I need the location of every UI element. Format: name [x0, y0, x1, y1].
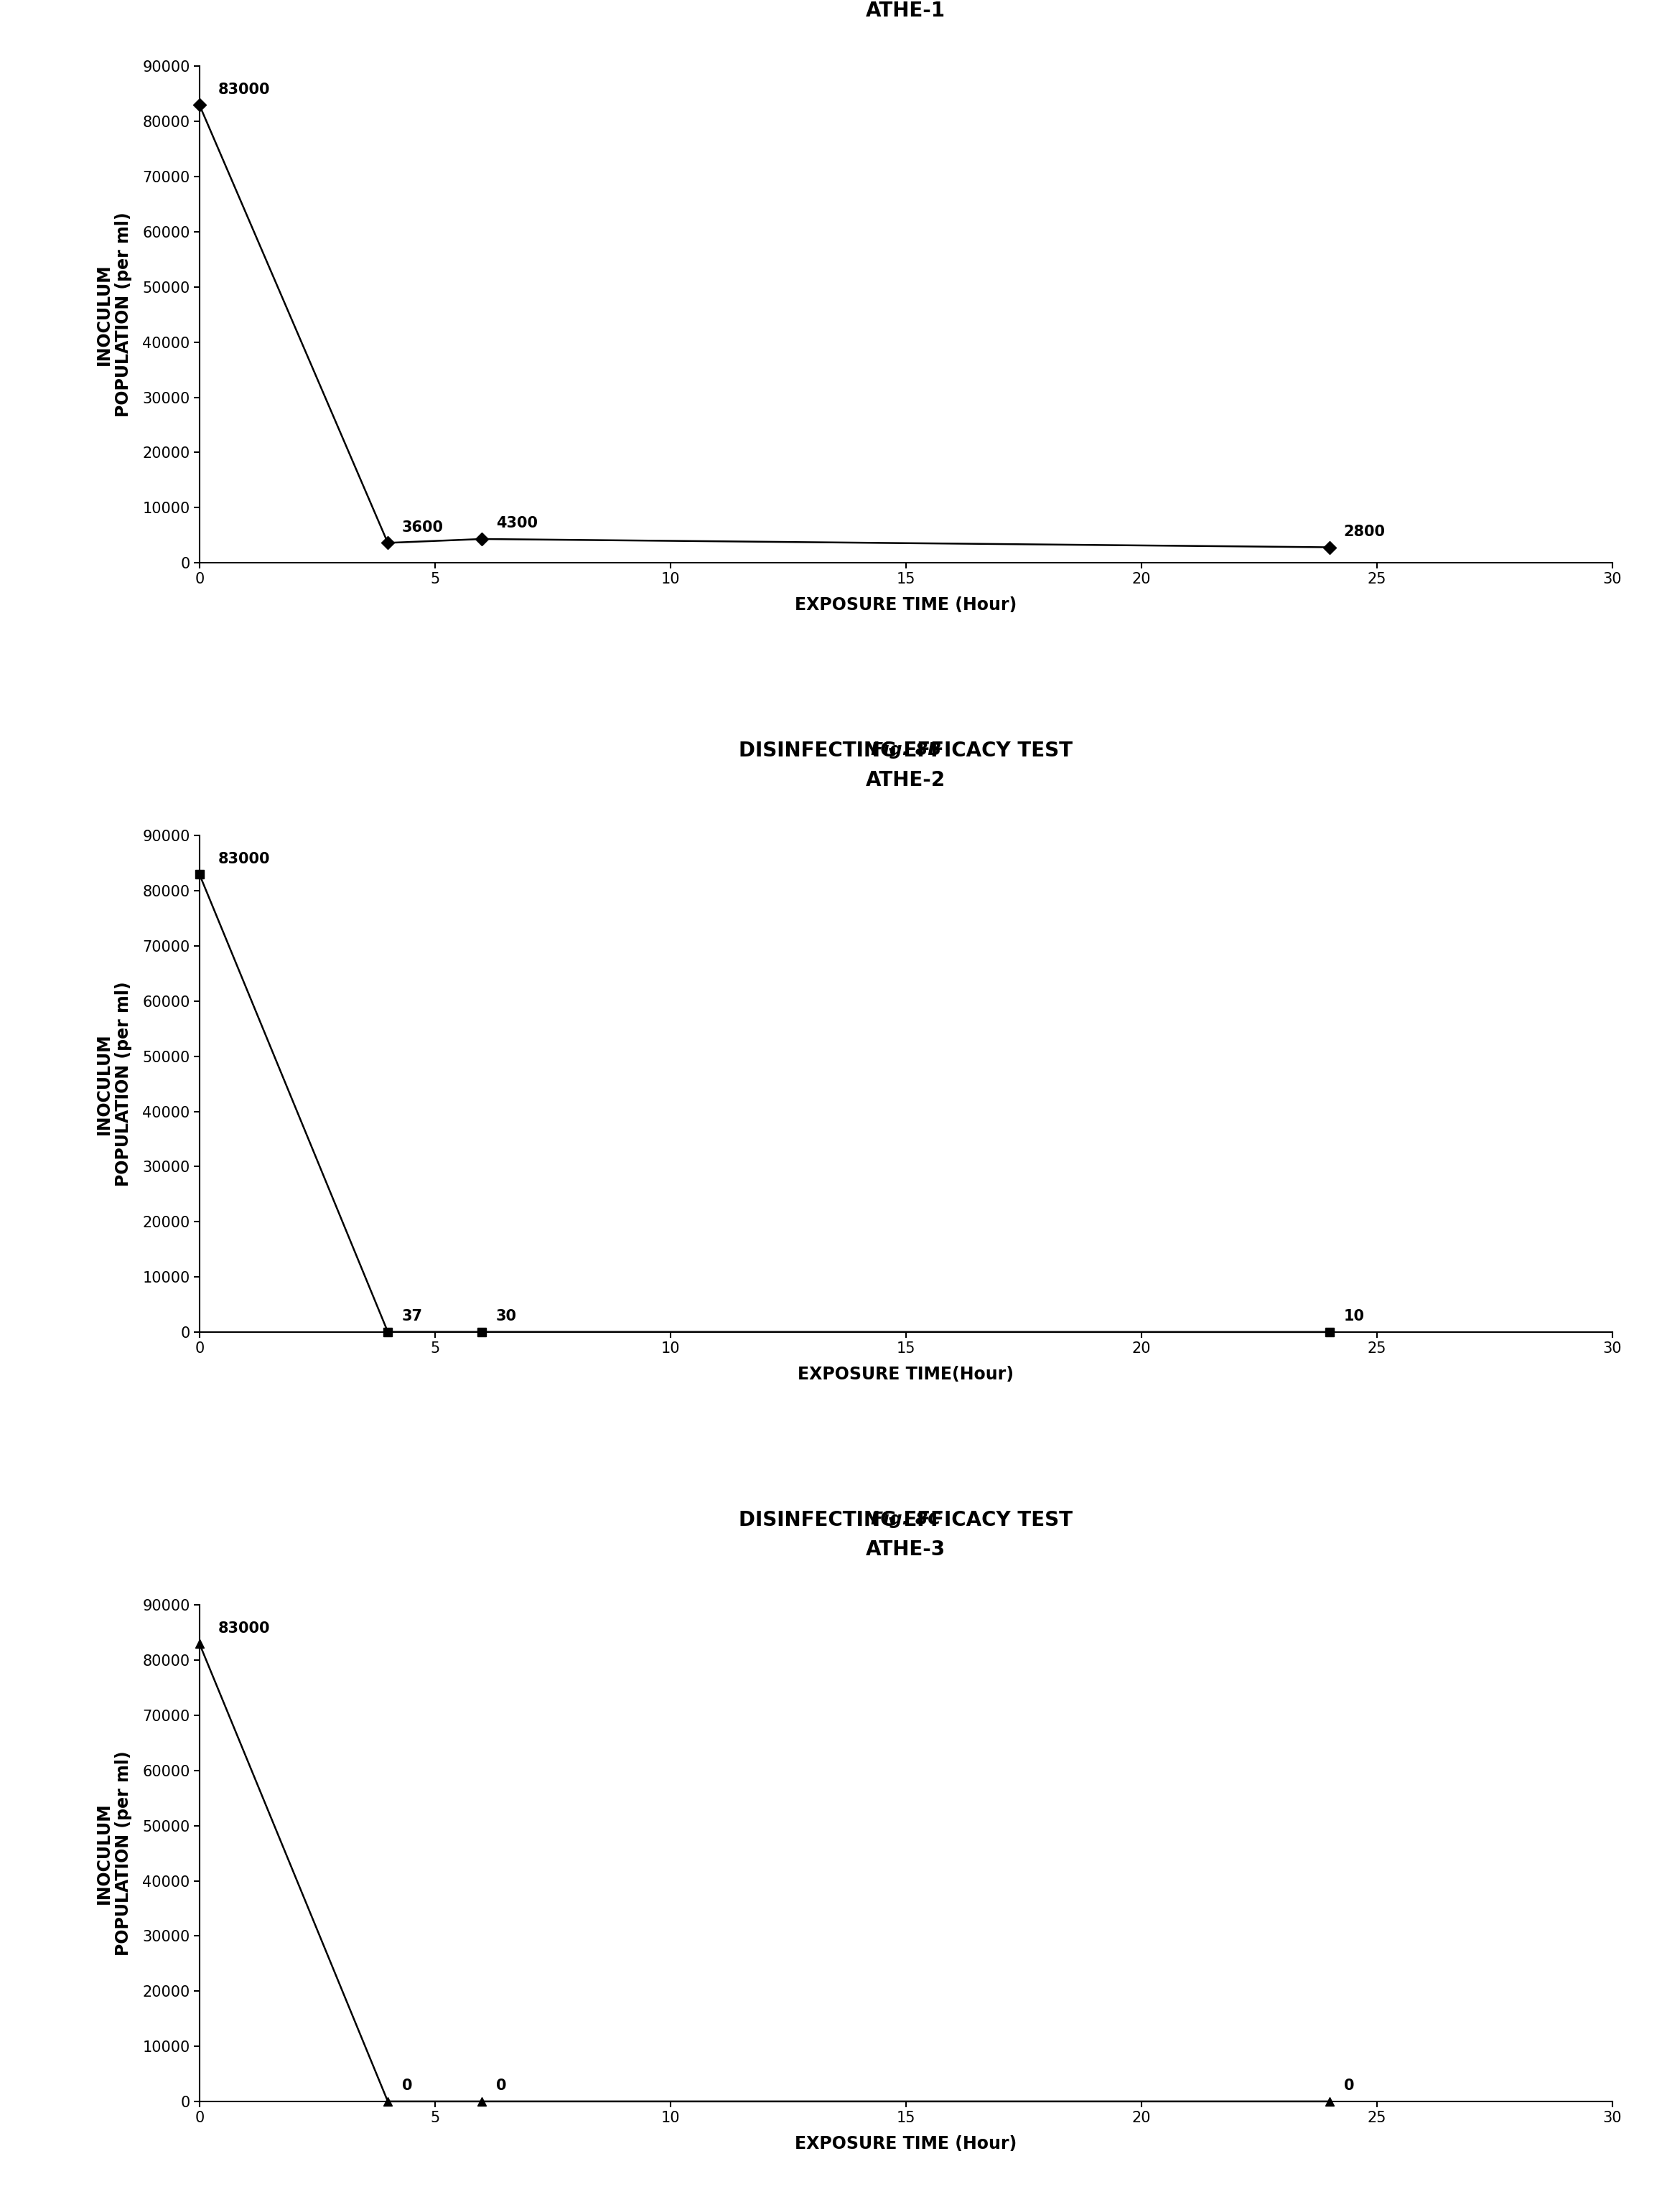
Text: 4300: 4300 [495, 515, 538, 531]
Text: 0: 0 [495, 2079, 507, 2093]
Text: 83000: 83000 [218, 82, 271, 97]
Text: 10: 10 [1343, 1310, 1365, 1323]
Title: DISINFECTING EFFICACY TEST
ATHE-1: DISINFECTING EFFICACY TEST ATHE-1 [740, 0, 1072, 20]
Y-axis label: INOCULUM
POPULATION (per ml): INOCULUM POPULATION (per ml) [95, 212, 133, 418]
X-axis label: EXPOSURE TIME (Hour): EXPOSURE TIME (Hour) [794, 597, 1017, 613]
Text: 0: 0 [402, 2079, 412, 2093]
Title: DISINFECTING EFFICACY TEST
ATHE-2: DISINFECTING EFFICACY TEST ATHE-2 [740, 741, 1072, 790]
Text: 83000: 83000 [218, 852, 271, 867]
Text: Fig. 8B: Fig. 8B [871, 741, 941, 759]
X-axis label: EXPOSURE TIME(Hour): EXPOSURE TIME(Hour) [798, 1365, 1014, 1382]
Y-axis label: INOCULUM
POPULATION (per ml): INOCULUM POPULATION (per ml) [95, 1750, 133, 1955]
Text: 30: 30 [495, 1310, 517, 1323]
Text: 0: 0 [1343, 2079, 1355, 2093]
Text: 83000: 83000 [218, 1621, 271, 1635]
Text: Fig. 8C: Fig. 8C [871, 1511, 941, 1528]
X-axis label: EXPOSURE TIME (Hour): EXPOSURE TIME (Hour) [794, 2135, 1017, 2152]
Y-axis label: INOCULUM
POPULATION (per ml): INOCULUM POPULATION (per ml) [95, 982, 133, 1186]
Title: DISINFECTING EFFICACY TEST
ATHE-3: DISINFECTING EFFICACY TEST ATHE-3 [740, 1511, 1072, 1559]
Text: 37: 37 [402, 1310, 422, 1323]
Text: 3600: 3600 [402, 520, 444, 535]
Text: 2800: 2800 [1343, 524, 1386, 540]
